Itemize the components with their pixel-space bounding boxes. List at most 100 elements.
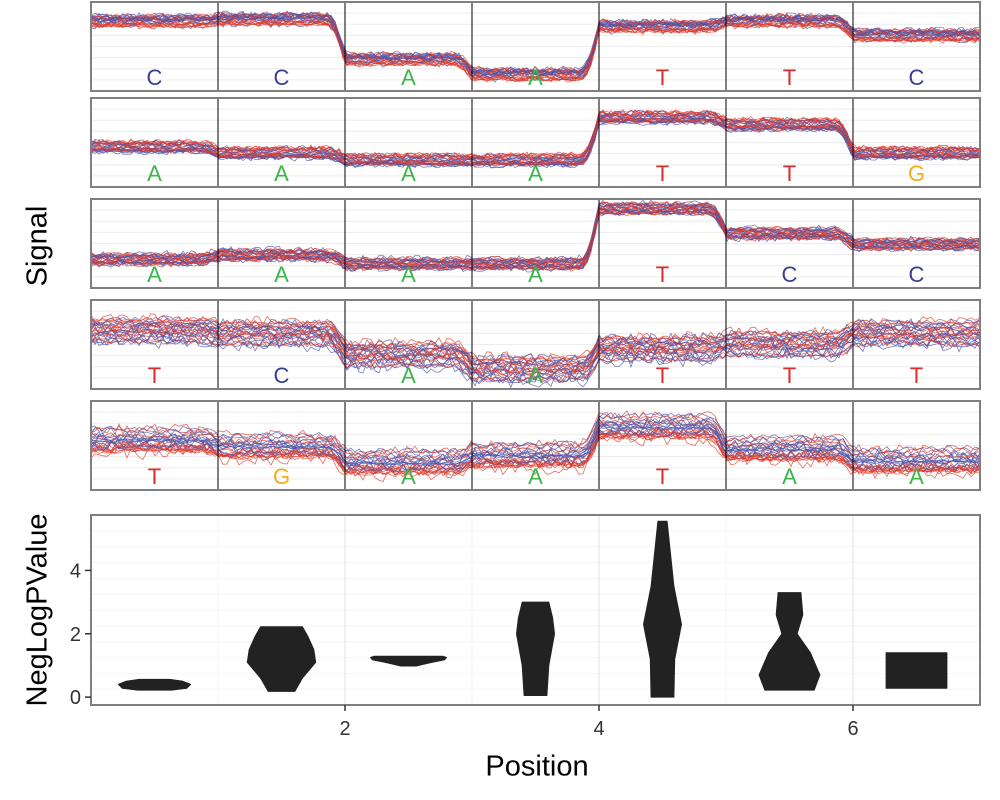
signal-trace	[91, 19, 980, 82]
signal-trace	[91, 23, 980, 82]
signal-trace	[91, 111, 980, 161]
signal-trace	[91, 11, 980, 74]
signal-trace	[91, 18, 980, 79]
base-label: A	[401, 464, 416, 489]
signal-traces	[91, 410, 980, 483]
signal-trace	[91, 117, 980, 169]
signal-traces	[91, 109, 980, 169]
base-label: T	[656, 161, 669, 186]
base-label: A	[274, 161, 289, 186]
base-label: C	[274, 65, 290, 90]
base-label: A	[909, 464, 924, 489]
signal-trace	[91, 117, 980, 166]
signal-trace	[91, 109, 980, 161]
base-label: T	[910, 363, 923, 388]
signal-trace	[91, 12, 980, 75]
violin-5	[643, 520, 682, 698]
base-label: T	[783, 161, 796, 186]
signal-trace	[91, 315, 980, 366]
base-label: C	[909, 262, 925, 287]
signal-trace	[91, 417, 980, 463]
violin-4	[516, 601, 555, 696]
signal-traces	[91, 10, 980, 83]
signal-trace	[91, 203, 980, 267]
panel-border	[90, 97, 981, 188]
signal-trace	[91, 410, 980, 457]
violin-3	[370, 655, 447, 667]
signal-trace	[91, 431, 980, 477]
base-label: T	[148, 363, 161, 388]
signal-trace	[91, 111, 980, 163]
signal-trace	[91, 425, 980, 466]
violin-7	[885, 652, 948, 689]
panel-border	[90, 1, 981, 92]
signal-trace	[91, 421, 980, 465]
panel-border	[90, 299, 981, 390]
base-label: A	[274, 262, 289, 287]
signal-trace	[91, 420, 980, 463]
signal-trace	[91, 110, 980, 158]
base-label: A	[401, 262, 416, 287]
base-label: G	[273, 464, 290, 489]
base-label: C	[274, 363, 290, 388]
signal-axis-label: Signal	[21, 205, 54, 287]
base-label: A	[528, 65, 543, 90]
base-label: A	[147, 262, 162, 287]
base-label: A	[528, 464, 543, 489]
violin-1	[117, 678, 192, 691]
x-tick-label: 4	[593, 718, 604, 740]
y-tick-label: 0	[70, 687, 81, 709]
position-axis-label: Position	[485, 750, 589, 783]
signal-trace	[91, 334, 980, 385]
signal-trace	[91, 330, 980, 384]
base-label: T	[656, 363, 669, 388]
base-label: T	[783, 65, 796, 90]
signal-trace	[91, 337, 980, 383]
signal-trace	[91, 336, 980, 389]
signal-trace	[91, 204, 980, 267]
signal-trace	[91, 434, 980, 475]
x-tick-label: 6	[847, 718, 858, 740]
base-label: T	[656, 464, 669, 489]
signal-trace	[91, 211, 980, 270]
signal-trace	[91, 418, 980, 460]
signal-trace	[91, 201, 980, 261]
signal-trace	[91, 432, 980, 475]
base-label: A	[147, 161, 162, 186]
base-label: G	[908, 161, 925, 186]
base-label: C	[147, 65, 163, 90]
signal-traces	[91, 313, 980, 389]
signal-panels: C C A A T T C A A A A T T G A A A A T C C T C A A T T T T G A A T A A	[90, 1, 981, 491]
base-label: T	[783, 363, 796, 388]
base-label: A	[528, 363, 543, 388]
signal-trace	[91, 324, 980, 377]
signal-trace	[91, 321, 980, 374]
signal-trace	[91, 415, 980, 457]
signal-trace	[91, 15, 980, 78]
base-label: A	[401, 65, 416, 90]
base-label: A	[401, 363, 416, 388]
signal-traces	[91, 199, 980, 273]
y-tick-label: 4	[70, 560, 81, 582]
base-label: A	[528, 161, 543, 186]
base-label: A	[782, 464, 797, 489]
base-label: T	[656, 262, 669, 287]
violin-2	[246, 626, 317, 692]
panel-border	[90, 400, 981, 491]
signal-trace	[91, 19, 980, 83]
negLogPValue-panel: 0 2 4 2 4 6	[70, 514, 981, 740]
signal-trace	[91, 428, 980, 472]
signal-trace	[91, 323, 980, 367]
base-label: T	[148, 464, 161, 489]
x-tick-label: 2	[339, 718, 350, 740]
base-label: A	[528, 262, 543, 287]
signal-trace	[91, 208, 979, 269]
signal-trace	[91, 329, 980, 372]
y-tick-label: 2	[70, 624, 81, 646]
base-label: C	[782, 262, 798, 287]
base-label: C	[909, 65, 925, 90]
